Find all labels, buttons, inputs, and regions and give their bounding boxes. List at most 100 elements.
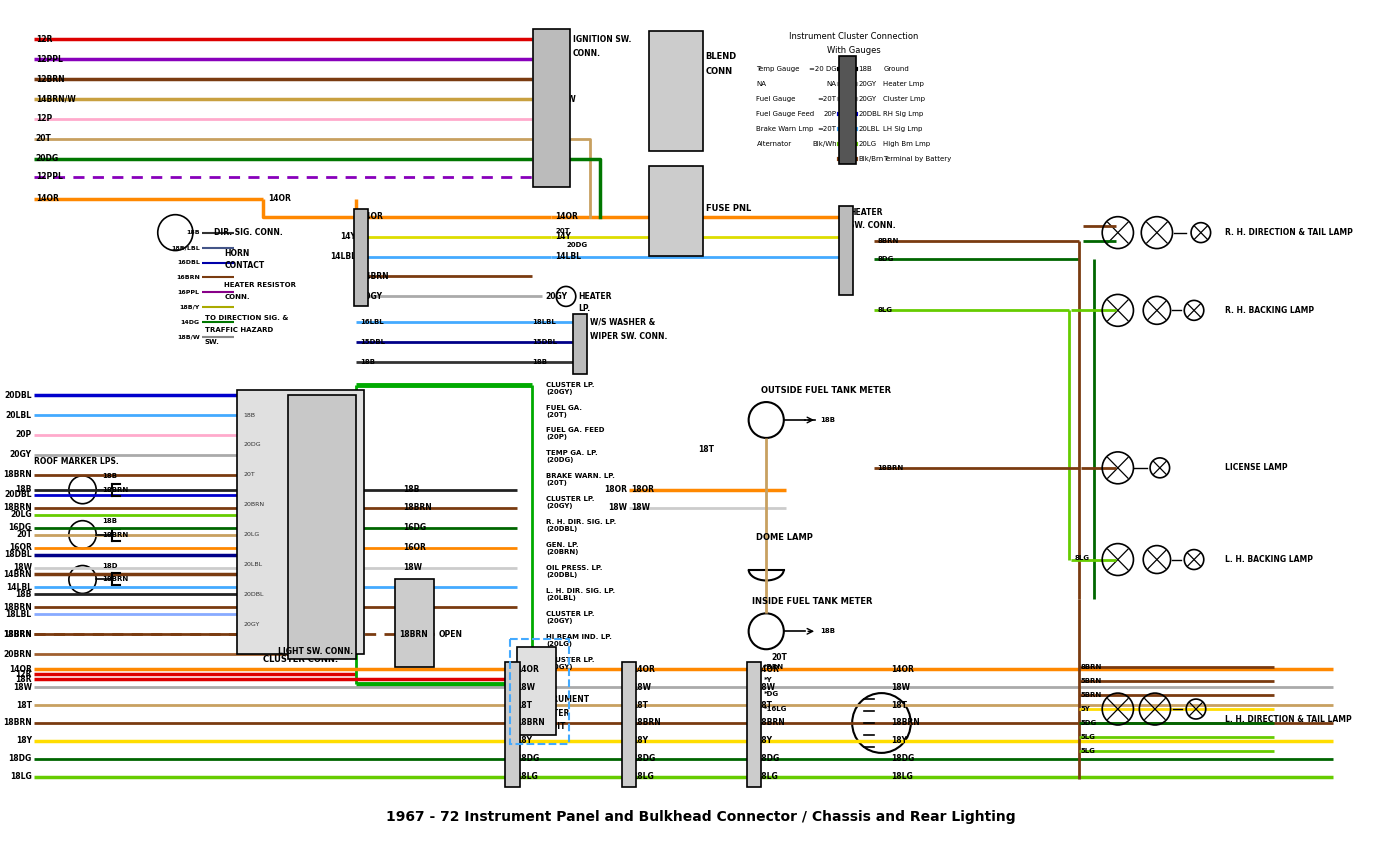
Text: 18B: 18B xyxy=(821,628,834,634)
Text: 18B: 18B xyxy=(532,359,547,365)
Text: HI BEAM IND. LP.
(20LG): HI BEAM IND. LP. (20LG) xyxy=(546,634,613,647)
Text: TEMP GA. LP.
(20DG): TEMP GA. LP. (20DG) xyxy=(546,451,599,463)
Text: 20P: 20P xyxy=(823,111,837,117)
Text: 14OR: 14OR xyxy=(267,194,291,204)
Text: OUTSIDE FUEL TANK METER: OUTSIDE FUEL TANK METER xyxy=(761,386,891,394)
Text: 20GY: 20GY xyxy=(244,621,261,627)
Text: RH Sig Lmp: RH Sig Lmp xyxy=(883,111,923,117)
Text: Brake Warn Lmp: Brake Warn Lmp xyxy=(757,126,814,132)
Text: 18BRN: 18BRN xyxy=(3,603,32,612)
Text: 16DG: 16DG xyxy=(8,523,32,532)
Text: 14LBL: 14LBL xyxy=(403,583,428,592)
Text: OIL PRESS. LP.
(20DBL): OIL PRESS. LP. (20DBL) xyxy=(546,565,603,578)
Text: FUEL GA.
(20T): FUEL GA. (20T) xyxy=(546,405,582,417)
Text: LICENSE LAMP: LICENSE LAMP xyxy=(1225,463,1288,473)
Text: 20P: 20P xyxy=(15,431,32,440)
Text: 18DBL: 18DBL xyxy=(4,550,32,559)
Text: DIR. SIG. CONN.: DIR. SIG. CONN. xyxy=(215,228,283,237)
Text: 18DG: 18DG xyxy=(891,754,915,764)
Text: 18BRN: 18BRN xyxy=(632,718,661,727)
Text: Alternator: Alternator xyxy=(757,141,791,147)
Text: Ground: Ground xyxy=(883,66,909,72)
Text: 18LBL: 18LBL xyxy=(6,610,32,619)
FancyBboxPatch shape xyxy=(840,206,854,295)
Text: Cluster Lmp: Cluster Lmp xyxy=(883,96,926,102)
Text: 15DBL: 15DBL xyxy=(360,339,385,346)
Text: 12R: 12R xyxy=(15,669,32,679)
Text: CONTACT: CONTACT xyxy=(225,261,265,270)
Text: 20GY: 20GY xyxy=(10,451,32,459)
Text: With Gauges: With Gauges xyxy=(827,45,881,55)
Text: 18BRN: 18BRN xyxy=(103,487,129,493)
Text: 5LG: 5LG xyxy=(1081,748,1095,754)
Text: 18BRN: 18BRN xyxy=(3,470,32,479)
Text: 16DG: 16DG xyxy=(403,523,426,532)
Text: 18DG: 18DG xyxy=(516,754,539,764)
Text: 18BRN: 18BRN xyxy=(399,630,428,639)
Text: 18BRN: 18BRN xyxy=(403,503,431,512)
Text: 18BRN: 18BRN xyxy=(877,465,904,471)
Text: 18B: 18B xyxy=(244,413,255,417)
Text: 18W: 18W xyxy=(403,563,421,572)
Text: 20GY: 20GY xyxy=(322,562,338,567)
Text: 18LG: 18LG xyxy=(632,772,654,781)
Text: HEATER RESISTOR: HEATER RESISTOR xyxy=(225,283,297,288)
Text: WIPER SW. CONN.: WIPER SW. CONN. xyxy=(590,332,668,341)
Text: *DG: *DG xyxy=(764,691,779,697)
Text: 18T: 18T xyxy=(891,701,908,710)
Text: 20LG: 20LG xyxy=(244,532,261,537)
Text: 14OR: 14OR xyxy=(36,194,58,204)
Text: 5BRN: 5BRN xyxy=(1081,692,1102,698)
Text: 20LBL: 20LBL xyxy=(244,562,263,567)
Text: 18W: 18W xyxy=(632,683,651,691)
Text: 18T: 18T xyxy=(516,701,532,710)
Text: 18BRN: 18BRN xyxy=(757,718,786,727)
Text: High Bm Lmp: High Bm Lmp xyxy=(883,141,930,147)
Text: 14LBL: 14LBL xyxy=(6,583,32,592)
Text: 18BRN: 18BRN xyxy=(103,576,129,583)
Text: 12R: 12R xyxy=(36,34,53,44)
Text: Fuel Gauge Feed: Fuel Gauge Feed xyxy=(757,111,815,117)
Text: 18LBL: 18LBL xyxy=(532,320,556,325)
Text: 16LBL: 16LBL xyxy=(360,320,384,325)
Text: 14Y: 14Y xyxy=(340,232,356,241)
Text: 18BRN: 18BRN xyxy=(516,718,545,727)
Text: 20LG: 20LG xyxy=(322,473,338,478)
Text: 20LBL: 20LBL xyxy=(858,126,879,132)
Text: 18W: 18W xyxy=(608,503,628,512)
Text: 18LG: 18LG xyxy=(757,772,778,781)
Text: 8DG: 8DG xyxy=(877,256,894,262)
Text: 18W: 18W xyxy=(12,563,32,572)
Text: 12BRN: 12BRN xyxy=(36,75,64,83)
Text: 18BRN: 18BRN xyxy=(403,603,431,612)
Text: W/S WASHER &: W/S WASHER & xyxy=(590,318,656,327)
Text: 20BRN: 20BRN xyxy=(3,650,32,659)
Text: CONN.: CONN. xyxy=(225,294,249,300)
Text: 20DG: 20DG xyxy=(36,155,58,163)
Text: 18B/LBL: 18B/LBL xyxy=(170,245,200,250)
Text: 18BRN: 18BRN xyxy=(891,718,920,727)
FancyBboxPatch shape xyxy=(353,209,367,306)
Text: 5DG: 5DG xyxy=(1081,720,1096,726)
Text: R. H. BACKING LAMP: R. H. BACKING LAMP xyxy=(1225,306,1314,315)
Text: L. H. BACKING LAMP: L. H. BACKING LAMP xyxy=(1225,555,1314,564)
Text: HORN: HORN xyxy=(225,249,249,258)
Text: 18W: 18W xyxy=(757,683,775,691)
Text: 16OR: 16OR xyxy=(8,543,32,552)
Text: *16LG: *16LG xyxy=(764,706,787,712)
Text: 14Y: 14Y xyxy=(556,232,571,241)
FancyBboxPatch shape xyxy=(506,662,520,787)
Text: 18R: 18R xyxy=(15,674,32,684)
Text: 12P: 12P xyxy=(36,114,51,124)
Text: Heater Lmp: Heater Lmp xyxy=(883,81,924,87)
Text: 18B: 18B xyxy=(186,230,200,235)
Text: NA: NA xyxy=(826,81,837,87)
Text: 18BRN: 18BRN xyxy=(3,718,32,727)
Text: SW.: SW. xyxy=(205,339,219,346)
FancyBboxPatch shape xyxy=(839,56,857,164)
Text: CLUSTER: CLUSTER xyxy=(532,708,570,717)
Text: 14OR: 14OR xyxy=(757,664,779,674)
Text: Temp Gauge: Temp Gauge xyxy=(757,66,800,72)
Text: 18B/W: 18B/W xyxy=(177,335,200,340)
Text: 20GY: 20GY xyxy=(546,292,567,301)
